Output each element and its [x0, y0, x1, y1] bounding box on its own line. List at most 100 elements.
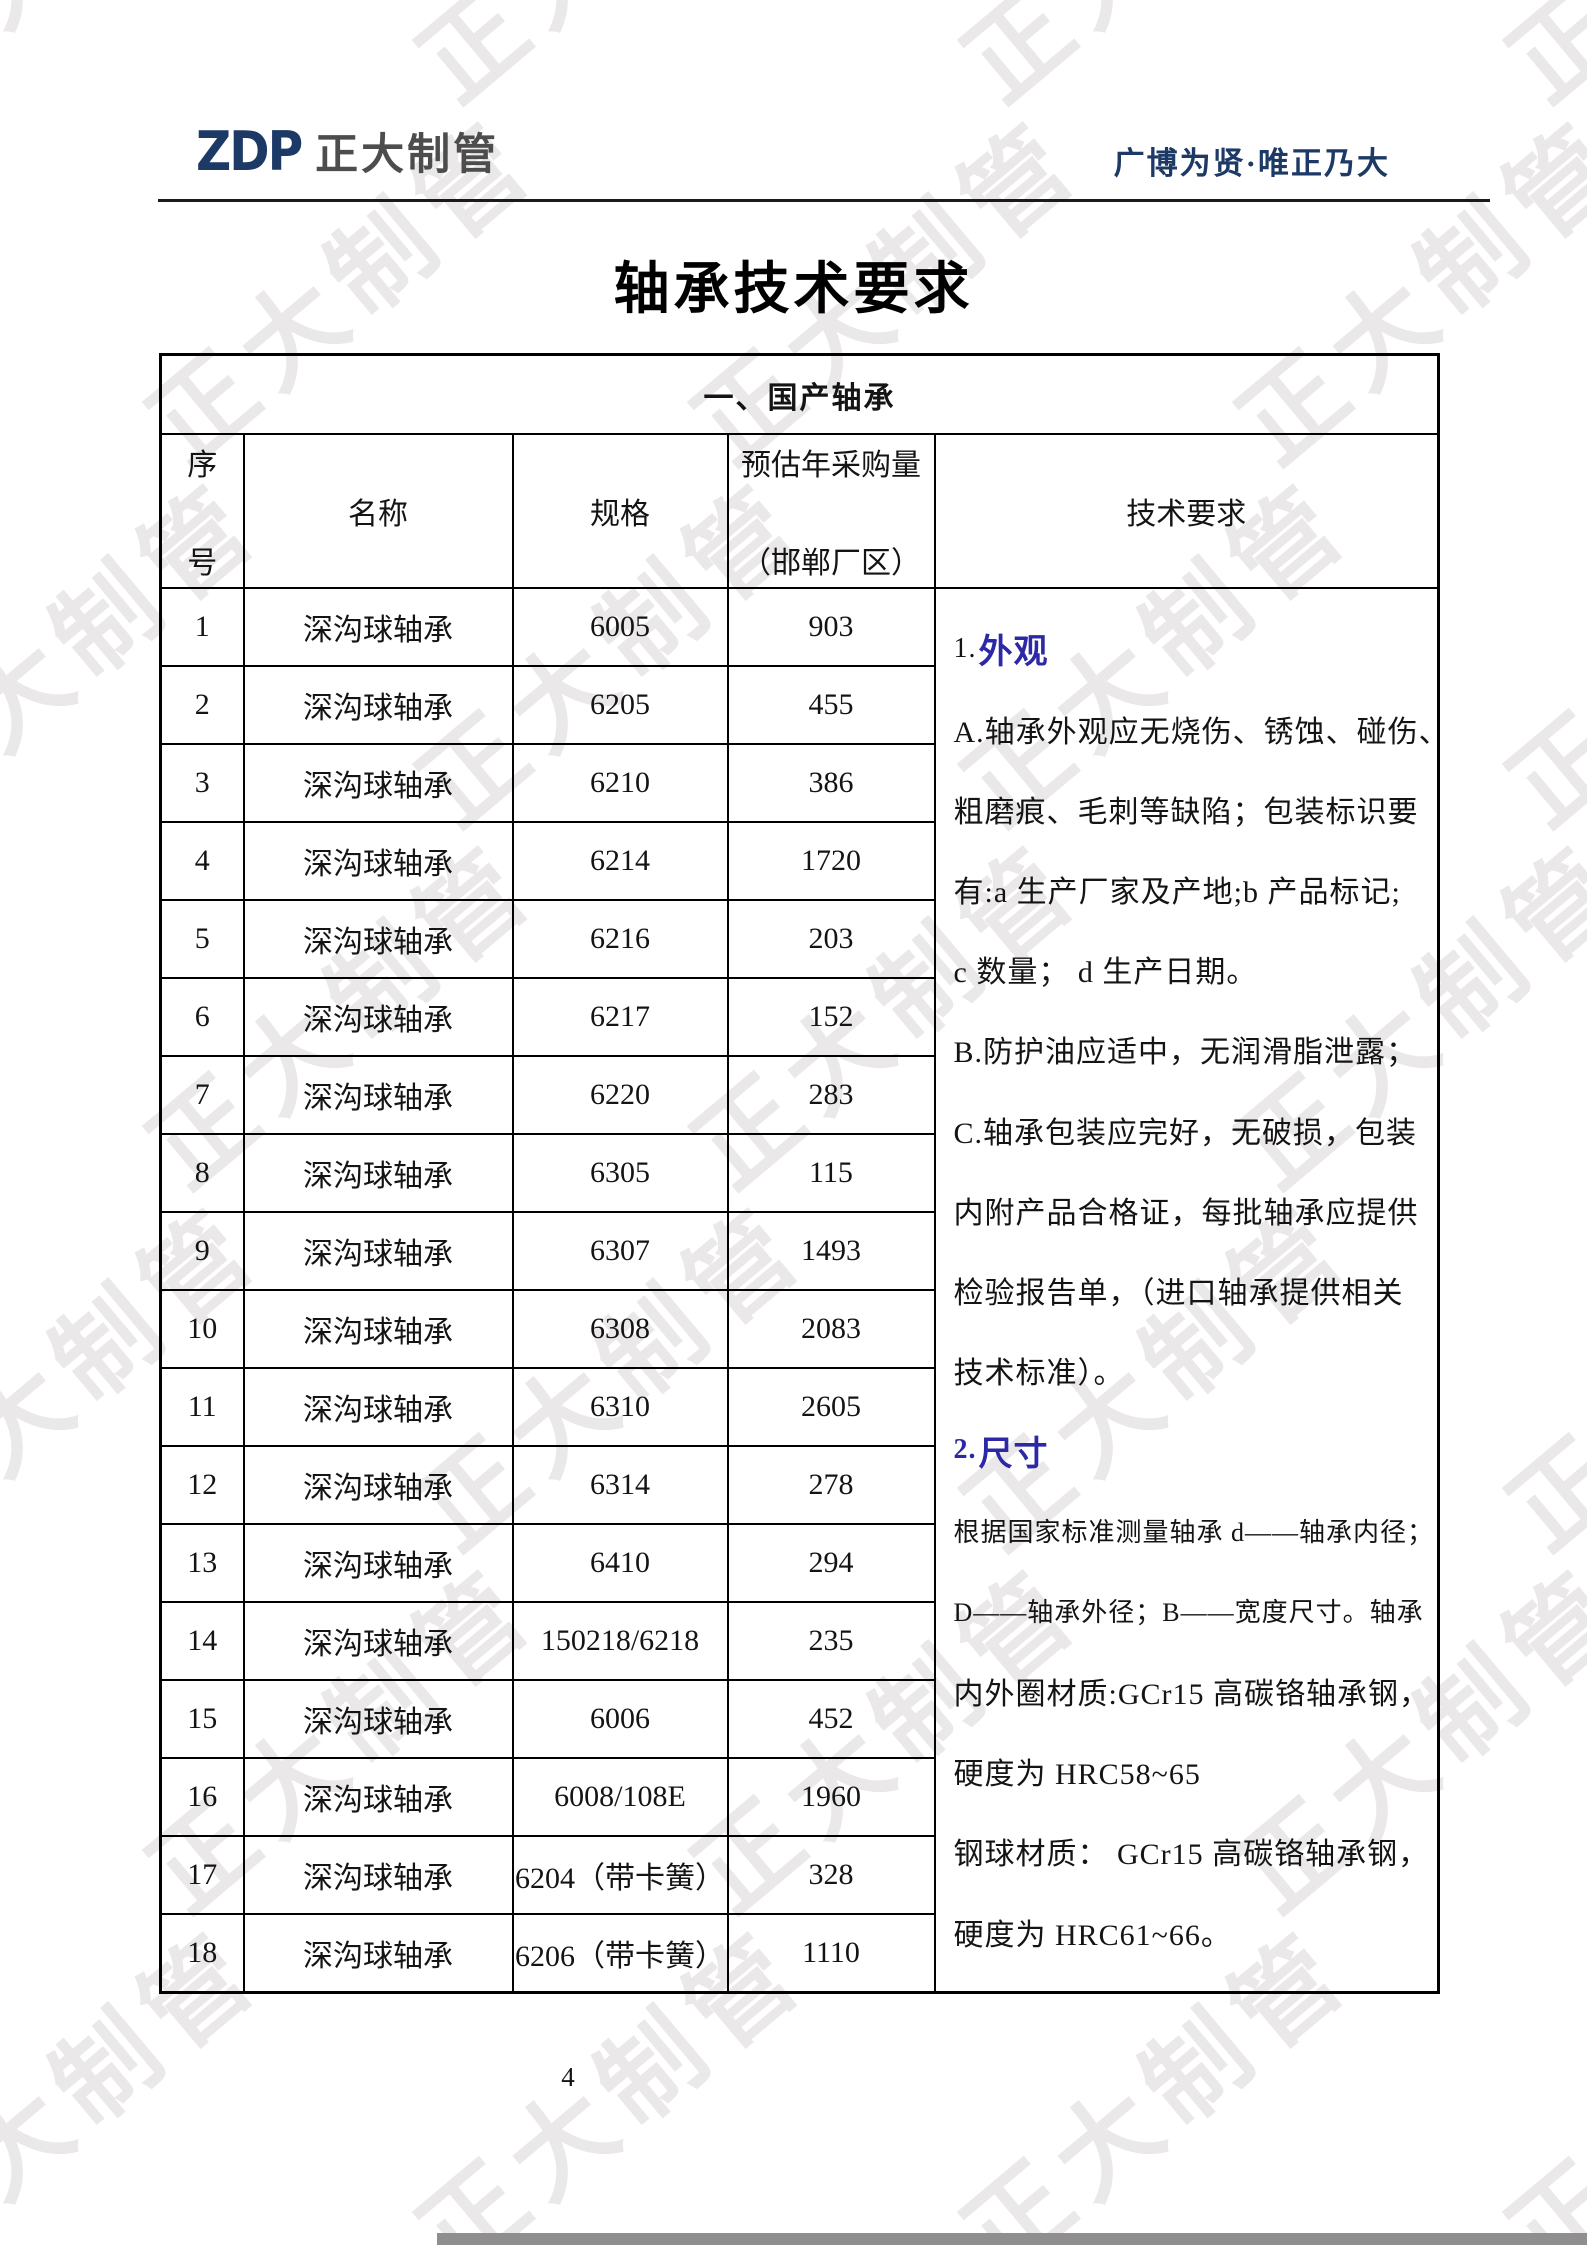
watermark-text: 正大制管	[1486, 459, 1587, 850]
row-name: 深沟球轴承	[242, 743, 514, 823]
table-row: 6 深沟球轴承 6217 152	[159, 977, 1439, 1057]
page-title: 轴承技术要求	[613, 259, 974, 321]
tech-line: 2. 尺寸	[936, 1410, 1438, 1490]
row-qty: 455	[726, 665, 936, 745]
table-row: 8 深沟球轴承 6305 115	[159, 1133, 1439, 1213]
tech-line: 硬度为 HRC61~66。	[953, 1918, 1232, 1952]
row-name: 深沟球轴承	[242, 665, 514, 745]
table-row: 18 深沟球轴承 6206（带卡簧） 1110	[159, 1913, 1439, 1994]
row-qty: 2083	[726, 1289, 936, 1369]
tech-line: 1. 外观	[936, 608, 1438, 688]
table-row: 17 深沟球轴承 6204（带卡簧） 328	[159, 1835, 1439, 1915]
row-qty: 152	[726, 977, 936, 1057]
column-header-qty: 预估年采购量 （邯郸厂区）	[726, 433, 936, 589]
bearings-table: 一、国产轴承序号名称 规格 预估年采购量 （邯郸厂区） 技术要求 1 深沟球轴承 6005 90…	[159, 353, 1450, 1994]
row-no: 7	[159, 1055, 245, 1135]
tech-line: 内外圈材质:GCr15 高碳铬轴承钢，	[953, 1677, 1430, 1711]
row-no: 9	[159, 1211, 245, 1291]
row-name: 深沟球轴承	[242, 1523, 514, 1603]
tech-line: D——轴承外径；B——宽度尺寸。轴承	[953, 1598, 1424, 1628]
row-spec: 6410	[511, 1523, 729, 1603]
row-no: 14	[159, 1601, 245, 1681]
row-name: 深沟球轴承	[242, 1211, 514, 1291]
row-qty: 1960	[726, 1757, 936, 1837]
scan-artifact-bar	[437, 2233, 1587, 2245]
watermark-text: 正大制管	[0, 0, 287, 129]
row-no: 10	[159, 1289, 245, 1369]
row-spec: 6305	[511, 1133, 729, 1213]
table-row: 15 深沟球轴承 6006 452	[159, 1679, 1439, 1759]
logo-zdp-mark: ZDP	[196, 119, 303, 183]
tech-line: B.防护油应适中，无润滑脂泄露；	[953, 1036, 1418, 1070]
row-spec: 6210	[511, 743, 729, 823]
row-qty: 1720	[726, 821, 936, 901]
table-section-row: 一、国产轴承	[159, 353, 1440, 435]
column-header-line: 预估年采购量	[741, 449, 921, 482]
table-row: 13 深沟球轴承 6410 294	[159, 1523, 1439, 1603]
row-spec: 6310	[511, 1367, 729, 1447]
row-spec: 6307	[511, 1211, 729, 1291]
row-no: 15	[159, 1679, 245, 1759]
row-qty: 278	[726, 1445, 936, 1525]
row-no: 6	[159, 977, 245, 1057]
column-header-no: 序号	[159, 433, 245, 589]
column-header-line: （邯郸厂区）	[741, 547, 921, 580]
row-spec: 6206（带卡簧）	[511, 1913, 729, 1994]
row-no: 4	[159, 821, 245, 901]
row-name: 深沟球轴承	[242, 1679, 514, 1759]
row-no: 3	[159, 743, 245, 823]
column-header-spec: 规格	[511, 433, 729, 589]
row-no: 16	[159, 1757, 245, 1837]
row-qty: 452	[726, 1679, 936, 1759]
row-no: 12	[159, 1445, 245, 1525]
row-no: 5	[159, 899, 245, 979]
row-spec: 6216	[511, 899, 729, 979]
row-qty: 386	[726, 743, 936, 823]
tech-heading-label: 外观	[978, 634, 1049, 671]
tech-line: 粗磨痕、毛刺等缺陷；包装标识要	[953, 795, 1419, 829]
row-spec: 6314	[511, 1445, 729, 1525]
row-name: 深沟球轴承	[242, 1289, 514, 1369]
row-name: 深沟球轴承	[242, 587, 514, 667]
row-no: 2	[159, 665, 245, 745]
tech-requirements-cell: 1. 外观 A.轴承外观应无烧伤、锈蚀、碰伤、 粗磨痕、毛刺等缺陷；包装标识要 有:a …	[933, 587, 1450, 1994]
row-spec: 6217	[511, 977, 729, 1057]
tech-line: C.轴承包装应完好，无破损，包装	[953, 1116, 1418, 1150]
row-spec: 6006	[511, 1679, 729, 1759]
row-name: 深沟球轴承	[242, 1913, 514, 1994]
table-row: 2 深沟球轴承 6205 455	[159, 665, 1439, 745]
row-spec: 6205	[511, 665, 729, 745]
row-no: 18	[159, 1913, 245, 1994]
row-name: 深沟球轴承	[242, 1757, 514, 1837]
tech-line: 检验报告单，（进口轴承提供相关	[953, 1277, 1404, 1310]
table-row: 16 深沟球轴承 6008/108E 1960	[159, 1757, 1439, 1837]
watermark-text: 正大制管	[927, 0, 1377, 129]
tech-line: 技术标准）。	[953, 1357, 1125, 1391]
tech-line: 钢球材质： GCr15 高碳铬轴承钢，	[953, 1838, 1430, 1872]
row-name: 深沟球轴承	[242, 1601, 514, 1681]
row-no: 11	[159, 1367, 245, 1447]
row-qty: 2605	[726, 1367, 936, 1447]
watermark-text: 正大制管	[382, 0, 832, 129]
table-row: 4 深沟球轴承 6214 1720	[159, 821, 1439, 901]
row-qty: 1493	[726, 1211, 936, 1291]
row-name: 深沟球轴承	[242, 821, 514, 901]
tech-line: A.轴承外观应无烧伤、锈蚀、碰伤、	[953, 715, 1450, 749]
row-no: 1	[159, 587, 245, 667]
row-no: 17	[159, 1835, 245, 1915]
tech-heading-prefix: 1.	[953, 632, 977, 664]
row-spec: 6008/108E	[511, 1757, 729, 1837]
header-divider	[158, 199, 1490, 202]
logo-company-name: 正大制管	[315, 130, 500, 180]
tech-line: c 数量； d 生产日期。	[953, 956, 1258, 990]
row-qty: 1110	[726, 1913, 936, 1994]
row-name: 深沟球轴承	[242, 1055, 514, 1135]
watermark-text: 正大制管	[1472, 0, 1587, 129]
table-row: 3 深沟球轴承 6210 386	[159, 743, 1439, 823]
tech-line: 内附产品合格证，每批轴承应提供	[953, 1196, 1419, 1230]
row-name: 深沟球轴承	[242, 1367, 514, 1447]
row-name: 深沟球轴承	[242, 1835, 514, 1915]
table-row: 9 深沟球轴承 6307 1493	[159, 1211, 1439, 1291]
row-spec: 6005	[511, 587, 729, 667]
row-qty: 115	[726, 1133, 936, 1213]
